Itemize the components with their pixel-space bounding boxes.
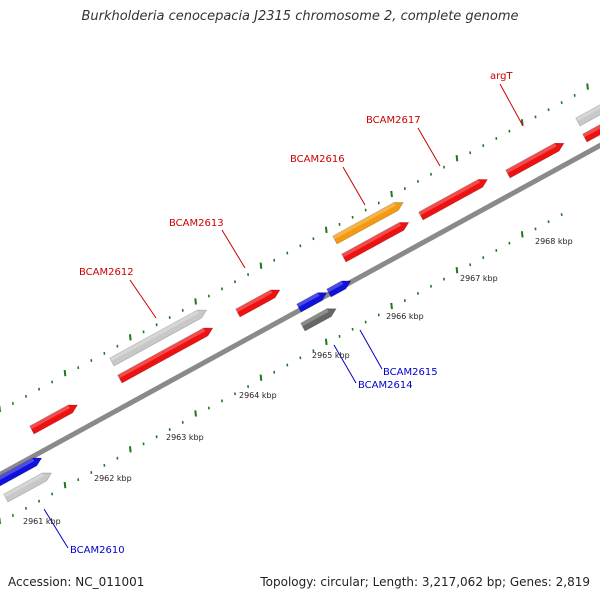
leader-bcam2613 bbox=[221, 229, 246, 269]
gene-bcam2612-red-highlight bbox=[117, 327, 206, 379]
inner-tick-marks bbox=[0, 213, 563, 524]
outer-tick bbox=[259, 262, 263, 269]
gene-red-1-highlight bbox=[29, 404, 70, 430]
inner-tick bbox=[324, 338, 328, 345]
gene-label-bcam2614[interactable]: BCAM2614 bbox=[358, 380, 413, 391]
inner-tick bbox=[520, 231, 524, 238]
inner-tick bbox=[128, 446, 132, 453]
gene-label-bcam2617[interactable]: BCAM2617 bbox=[366, 115, 421, 126]
gene-blue-b[interactable] bbox=[326, 280, 352, 298]
outer-tick bbox=[324, 226, 328, 233]
inner-tick bbox=[63, 481, 67, 489]
outer-tick bbox=[63, 369, 67, 377]
inner-tick bbox=[259, 374, 263, 381]
inner-tick bbox=[194, 410, 197, 417]
leader-bcam2612 bbox=[129, 279, 157, 319]
gene-bcam2614-dark-highlight bbox=[300, 308, 329, 327]
gene-bcam2616-orange-highlight bbox=[332, 202, 396, 240]
gene-bcam2612-red[interactable] bbox=[117, 327, 214, 384]
scale-label-2964: 2964 kbp bbox=[239, 391, 277, 400]
outer-tick bbox=[194, 298, 197, 305]
gene-bcam2610-blue-highlight bbox=[0, 457, 35, 480]
leader-bcam2617 bbox=[417, 127, 441, 167]
outer-tick bbox=[455, 154, 459, 162]
gene-bcam2617-red-highlight bbox=[418, 179, 481, 216]
gene-red-2-highlight bbox=[505, 143, 557, 174]
accession-text: Accession: NC_011001 bbox=[8, 575, 145, 589]
gene-bcam2612-grey-highlight bbox=[109, 310, 200, 362]
topology-length-genes-text: Topology: circular; Length: 3,217,062 bp… bbox=[260, 575, 590, 589]
gene-blue-a[interactable] bbox=[296, 292, 328, 313]
label-leader-lines bbox=[43, 83, 524, 549]
gene-bcam2614-dark[interactable] bbox=[300, 308, 337, 332]
gene-argt-red-highlight bbox=[582, 124, 600, 138]
gene-bcam2617-red[interactable] bbox=[418, 179, 489, 221]
gene-argt-red[interactable] bbox=[582, 124, 600, 143]
gene-bcam2613-red-highlight bbox=[235, 289, 273, 313]
gene-label-bcam2616[interactable]: BCAM2616 bbox=[290, 154, 345, 165]
outer-tick bbox=[128, 334, 132, 341]
gene-label-bcam2613[interactable]: BCAM2613 bbox=[169, 218, 224, 229]
gene-red-2[interactable] bbox=[505, 142, 565, 179]
gene-label-argt[interactable]: argT bbox=[490, 71, 513, 82]
leader-bcam2616 bbox=[342, 166, 366, 206]
gene-bcam2613-red[interactable] bbox=[235, 289, 281, 318]
gene-blue-a-highlight bbox=[296, 292, 320, 308]
scale-label-2962: 2962 kbp bbox=[94, 474, 132, 483]
gene-bcam2610-grey[interactable] bbox=[3, 472, 52, 503]
gene-blue-b-highlight bbox=[326, 280, 344, 293]
gene-bcam2610-grey-highlight bbox=[3, 472, 44, 498]
gene-label-bcam2612[interactable]: BCAM2612 bbox=[79, 267, 134, 278]
gene-bcam2610-blue[interactable] bbox=[0, 457, 43, 487]
gene-bcam2616-orange[interactable] bbox=[332, 202, 404, 245]
inner-tick bbox=[390, 302, 393, 310]
scale-label-2965: 2965 kbp bbox=[312, 351, 350, 360]
leader-bcam2615 bbox=[359, 329, 383, 370]
leader-bcam2610 bbox=[43, 508, 69, 549]
outer-tick bbox=[586, 83, 589, 90]
gene-features bbox=[0, 103, 600, 503]
leader-bcam2614 bbox=[333, 344, 357, 384]
leader-argt bbox=[499, 83, 524, 127]
map-title: Burkholderia cenocepacia J2315 chromosom… bbox=[81, 9, 519, 24]
scale-label-2966: 2966 kbp bbox=[386, 312, 424, 321]
gene-argt-grey-highlight bbox=[575, 104, 600, 122]
scale-label-2961: 2961 kbp bbox=[23, 517, 61, 526]
scale-label-2963: 2963 kbp bbox=[166, 433, 204, 442]
gene-label-bcam2610[interactable]: BCAM2610 bbox=[70, 545, 125, 556]
gene-argt-grey[interactable] bbox=[575, 103, 600, 127]
outer-tick bbox=[390, 190, 393, 198]
gene-bcam2612-grey[interactable] bbox=[109, 309, 208, 367]
scale-label-2968: 2968 kbp bbox=[535, 237, 573, 246]
gene-bcam2616-red[interactable] bbox=[341, 222, 410, 263]
outer-tick-marks bbox=[0, 83, 589, 412]
inner-tick bbox=[455, 266, 459, 274]
gene-red-1[interactable] bbox=[29, 404, 78, 435]
scale-label-2967: 2967 kbp bbox=[460, 274, 498, 283]
gene-label-bcam2615[interactable]: BCAM2615 bbox=[383, 367, 438, 378]
gene-bcam2616-red-highlight bbox=[341, 222, 402, 258]
